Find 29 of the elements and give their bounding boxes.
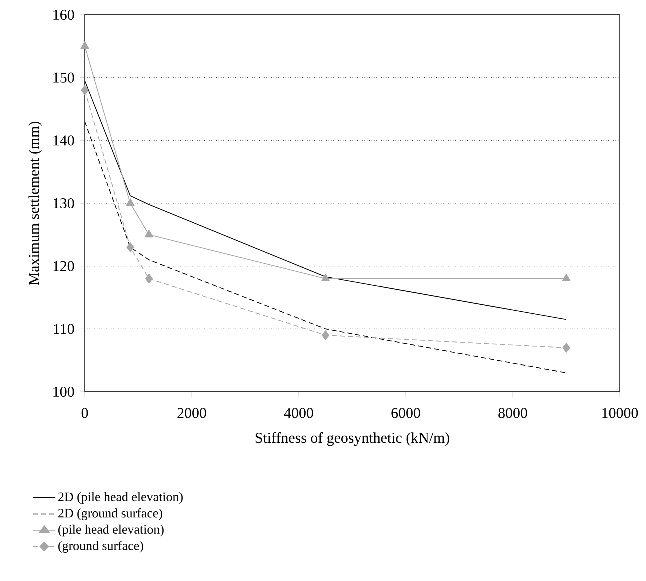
point — [562, 274, 571, 282]
legend-label: (ground surface) — [58, 541, 144, 554]
y-tick-label: 120 — [54, 261, 74, 272]
point — [322, 330, 330, 340]
point — [321, 274, 330, 282]
y-tick-label: 140 — [54, 136, 74, 146]
x-axis-title: Stiffness of geosynthetic (kN/m) — [256, 432, 450, 446]
x-tick-label: 10000 — [602, 408, 638, 418]
point — [145, 274, 153, 284]
y-tick-label: 130 — [54, 198, 74, 209]
y-tick-label: 160 — [54, 10, 74, 20]
y-axis-title: Maximum settlement (mm) — [28, 122, 42, 286]
y-tick-label: 100 — [54, 386, 74, 398]
x-tick-label: 2000 — [178, 408, 206, 418]
point — [126, 198, 135, 206]
x-tick-label: 0 — [82, 408, 88, 418]
x-tick-label: 4000 — [284, 408, 314, 418]
legend-label: (pile head elevation) — [58, 524, 164, 537]
point — [144, 230, 154, 238]
y-tick-label: 110 — [54, 324, 74, 334]
point — [562, 343, 570, 353]
y-tick-label: 150 — [54, 72, 74, 83]
point — [126, 242, 134, 252]
point — [81, 86, 89, 96]
x-tick-label: 6000 — [392, 408, 420, 418]
legend-label: 2D (ground surface) — [58, 508, 162, 520]
legend-label: 2D (pile head elevation) — [58, 492, 183, 504]
point — [80, 42, 90, 50]
x-tick-label: 8000 — [498, 408, 528, 418]
